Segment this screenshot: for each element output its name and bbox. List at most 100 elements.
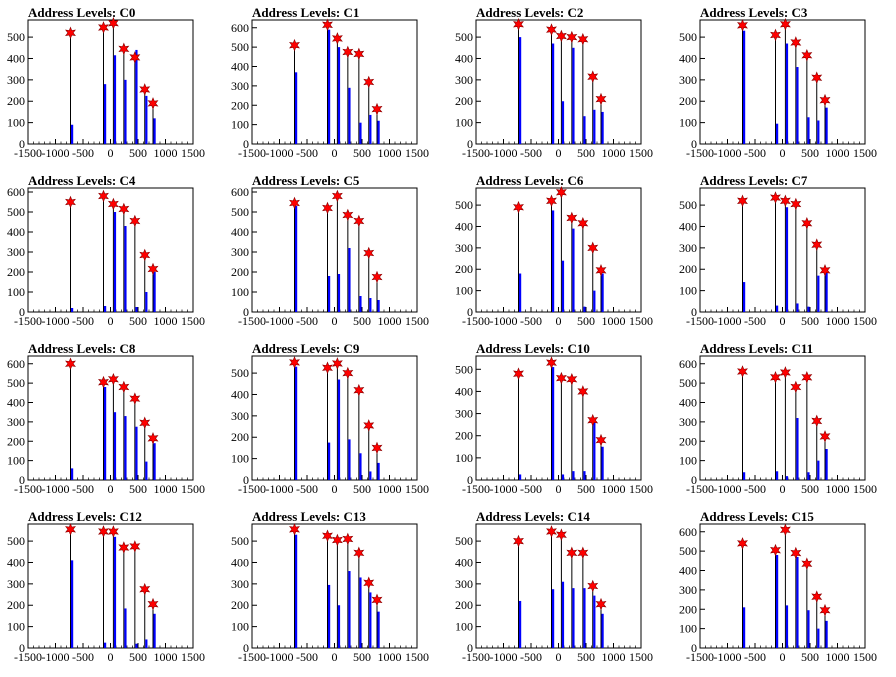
peak-marker xyxy=(65,195,76,209)
x-tick-label: -1500 xyxy=(686,146,714,160)
x-tick-label: 1000 xyxy=(154,314,178,328)
x-tick-label: 1500 xyxy=(181,482,205,496)
peak-marker xyxy=(363,576,375,590)
plot-frame xyxy=(27,355,194,481)
x-tick-label: 500 xyxy=(129,314,147,328)
chart-title: Address Levels: C6 xyxy=(476,173,584,188)
x-tick-label: -1000 xyxy=(42,146,70,160)
y-tick-label: 0 xyxy=(467,641,473,655)
histogram-bar xyxy=(583,588,586,648)
y-tick-label: 300 xyxy=(7,245,25,259)
chart-panel: Address Levels: C20100200300400500-1500-… xyxy=(455,5,653,160)
peak-marker xyxy=(819,264,831,277)
histogram-bar xyxy=(71,560,74,648)
plot-frame xyxy=(699,19,866,145)
x-tick-label: 1000 xyxy=(826,482,850,496)
x-tick-label: 1000 xyxy=(826,146,850,160)
x-tick-label: -500 xyxy=(520,314,542,328)
y-tick-label: 400 xyxy=(455,219,473,233)
histogram-bar xyxy=(601,111,604,144)
histogram-bar xyxy=(593,290,596,312)
y-tick-label: 500 xyxy=(7,205,25,219)
histogram-bar xyxy=(337,274,341,312)
x-tick-label: 0 xyxy=(556,482,562,496)
x-tick-label: 1000 xyxy=(154,146,178,160)
peak-marker xyxy=(595,433,607,447)
x-tick-label: 500 xyxy=(801,482,819,496)
x-tick-label: -1500 xyxy=(686,314,714,328)
x-tick-label: -1000 xyxy=(266,650,294,664)
histogram-bar xyxy=(124,416,127,480)
y-tick-label: 100 xyxy=(679,622,697,636)
peak-marker xyxy=(819,603,831,617)
x-tick-label: 500 xyxy=(353,146,371,160)
histogram-bar xyxy=(743,282,746,312)
peak-marker xyxy=(513,17,524,31)
histogram-bar xyxy=(552,589,555,648)
x-tick-label: 0 xyxy=(108,482,114,496)
peak-marker xyxy=(513,367,524,381)
y-tick-label: 100 xyxy=(455,451,473,465)
x-tick-label: 1000 xyxy=(602,314,626,328)
y-tick-label: 200 xyxy=(455,262,473,276)
x-tick-label: 1500 xyxy=(181,650,205,664)
y-tick-label: 100 xyxy=(455,620,473,634)
y-tick-label: 400 xyxy=(7,51,25,65)
peak-marker xyxy=(118,42,130,56)
histogram-bar xyxy=(104,387,107,480)
histogram-bar xyxy=(796,67,799,144)
histogram-bar xyxy=(519,600,522,648)
histogram-bar xyxy=(124,226,127,312)
x-tick-label: -1500 xyxy=(14,146,42,160)
histogram-bar xyxy=(552,210,555,312)
peak-marker xyxy=(790,380,802,394)
x-tick-label: 0 xyxy=(332,482,338,496)
histogram-bar xyxy=(817,628,820,648)
y-tick-label: 400 xyxy=(455,51,473,65)
x-tick-label: 0 xyxy=(108,314,114,328)
histogram-bar xyxy=(113,412,117,480)
peak-marker xyxy=(779,194,791,208)
y-tick-label: 0 xyxy=(19,305,25,319)
y-tick-label: 100 xyxy=(231,620,249,634)
peak-marker xyxy=(118,202,130,216)
y-tick-label: 300 xyxy=(455,407,473,421)
histogram-bar xyxy=(377,300,380,312)
histogram-bar xyxy=(561,474,565,480)
histogram-bar xyxy=(377,120,380,144)
chart-title: Address Levels: C9 xyxy=(252,341,360,356)
y-tick-label: 0 xyxy=(243,305,249,319)
y-tick-label: 100 xyxy=(7,620,25,634)
peak-marker xyxy=(801,216,813,230)
peak-marker xyxy=(546,23,557,36)
peak-marker xyxy=(546,356,557,369)
y-tick-label: 100 xyxy=(231,285,249,299)
x-tick-label: -1000 xyxy=(266,482,294,496)
histogram-bar xyxy=(71,468,74,480)
histogram-bar xyxy=(572,47,575,144)
peak-marker xyxy=(289,523,300,536)
chart-title: Address Levels: C8 xyxy=(28,341,136,356)
histogram-bar xyxy=(145,461,148,480)
histogram-bar xyxy=(572,588,575,648)
histogram-bar xyxy=(295,72,298,144)
x-tick-label: 1000 xyxy=(154,482,178,496)
peak-marker xyxy=(139,248,151,262)
y-tick-label: 600 xyxy=(231,21,249,35)
x-tick-label: 1500 xyxy=(853,482,877,496)
plot-frame xyxy=(699,187,866,313)
histogram-bar xyxy=(785,207,789,312)
y-tick-label: 300 xyxy=(231,577,249,591)
peak-marker xyxy=(801,557,813,571)
peak-marker xyxy=(289,196,300,210)
histogram-bar xyxy=(561,101,565,144)
x-tick-label: -500 xyxy=(520,482,542,496)
histogram-bar xyxy=(104,306,107,312)
x-tick-label: -1500 xyxy=(238,146,266,160)
peak-marker xyxy=(587,579,599,593)
x-tick-label: 1000 xyxy=(602,146,626,160)
x-tick-label: -1500 xyxy=(462,650,490,664)
histogram-bar xyxy=(328,276,331,312)
histogram-bar xyxy=(377,462,380,480)
peak-marker xyxy=(566,211,578,225)
